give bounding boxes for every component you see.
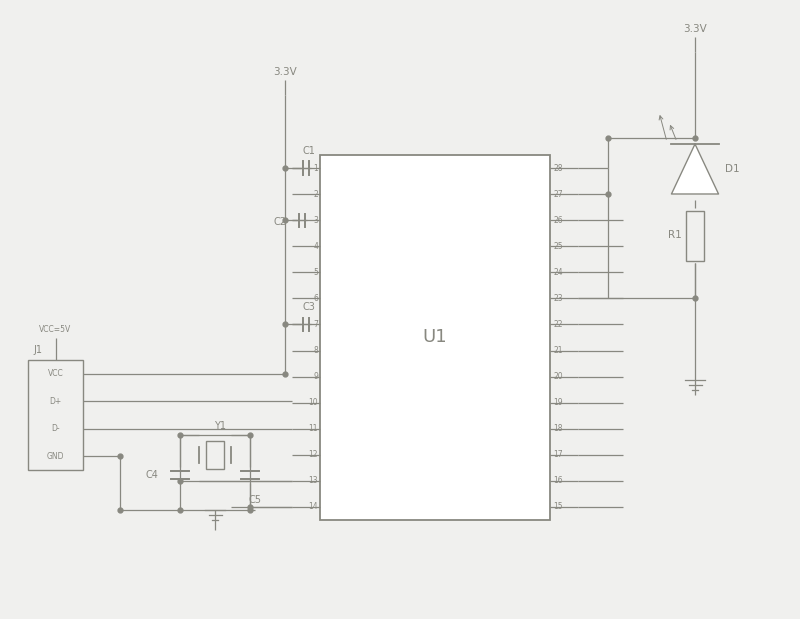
Text: 6: 6 bbox=[313, 294, 318, 303]
Text: R1: R1 bbox=[668, 230, 682, 241]
Text: J1: J1 bbox=[33, 345, 42, 355]
Text: 3: 3 bbox=[313, 215, 318, 225]
Bar bbox=[28, 360, 83, 470]
Text: C5: C5 bbox=[249, 495, 262, 505]
Text: 10: 10 bbox=[308, 398, 318, 407]
Text: 23: 23 bbox=[553, 294, 562, 303]
Text: D+: D+ bbox=[50, 397, 62, 405]
Text: C4: C4 bbox=[145, 470, 158, 480]
Bar bbox=[320, 155, 550, 520]
Text: 5: 5 bbox=[313, 268, 318, 277]
Bar bbox=[686, 210, 704, 261]
Text: 20: 20 bbox=[553, 372, 562, 381]
Text: 17: 17 bbox=[553, 450, 562, 459]
Bar bbox=[206, 441, 224, 469]
Text: 27: 27 bbox=[553, 189, 562, 199]
Text: 2: 2 bbox=[314, 189, 318, 199]
Text: VCC=5V: VCC=5V bbox=[39, 326, 72, 334]
Text: 18: 18 bbox=[553, 424, 562, 433]
Text: 7: 7 bbox=[313, 320, 318, 329]
Text: 11: 11 bbox=[309, 424, 318, 433]
Text: GND: GND bbox=[46, 452, 64, 461]
Text: Y1: Y1 bbox=[214, 421, 226, 431]
Text: 9: 9 bbox=[313, 372, 318, 381]
Text: 25: 25 bbox=[553, 242, 562, 251]
Text: U1: U1 bbox=[422, 329, 447, 347]
Text: 22: 22 bbox=[553, 320, 562, 329]
Text: D-: D- bbox=[51, 424, 60, 433]
Polygon shape bbox=[671, 144, 718, 194]
Text: 24: 24 bbox=[553, 268, 562, 277]
Text: 15: 15 bbox=[553, 503, 562, 511]
Text: 12: 12 bbox=[309, 450, 318, 459]
Text: 14: 14 bbox=[308, 503, 318, 511]
Text: 3.3V: 3.3V bbox=[683, 24, 707, 34]
Text: C2: C2 bbox=[273, 217, 286, 227]
Text: 4: 4 bbox=[313, 242, 318, 251]
Text: D1: D1 bbox=[725, 164, 739, 174]
Text: 8: 8 bbox=[314, 346, 318, 355]
Text: 1: 1 bbox=[314, 163, 318, 173]
Text: 28: 28 bbox=[553, 163, 562, 173]
Text: 3.3V: 3.3V bbox=[273, 67, 297, 77]
Text: VCC: VCC bbox=[48, 370, 63, 378]
Text: C3: C3 bbox=[302, 303, 315, 313]
Text: 13: 13 bbox=[308, 477, 318, 485]
Text: 26: 26 bbox=[553, 215, 562, 225]
Text: 21: 21 bbox=[553, 346, 562, 355]
Text: C1: C1 bbox=[302, 146, 315, 156]
Text: 19: 19 bbox=[553, 398, 562, 407]
Text: 16: 16 bbox=[553, 477, 562, 485]
